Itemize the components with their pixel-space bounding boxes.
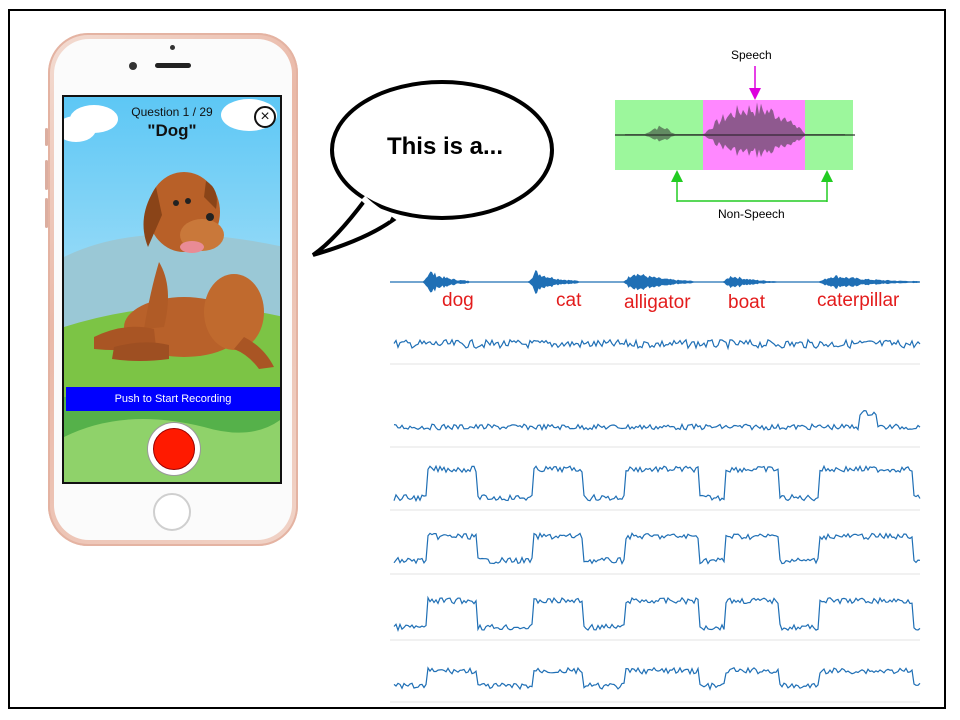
- home-button[interactable]: [153, 493, 191, 531]
- close-icon[interactable]: ×: [254, 106, 276, 128]
- front-camera-icon: [129, 62, 137, 70]
- speech-bubble: [311, 80, 554, 257]
- phone-volume-up: [45, 160, 48, 190]
- record-bar-label[interactable]: Push to Start Recording: [66, 387, 280, 411]
- record-button[interactable]: [148, 423, 200, 475]
- speech-bubble-tail: [311, 197, 397, 257]
- feature-trace: [393, 409, 921, 432]
- word-label: caterpillar: [817, 290, 900, 311]
- phone-speaker: [155, 63, 191, 68]
- screen-scenery: [64, 99, 280, 482]
- speech-label: Speech: [731, 48, 772, 62]
- cloud-left-2: [64, 116, 96, 142]
- question-counter: Question 1 / 29: [131, 105, 213, 119]
- word-label: cat: [556, 290, 582, 311]
- feature-panels: [390, 270, 921, 703]
- feature-trace: [393, 531, 921, 566]
- phone-side-button: [45, 128, 48, 146]
- word-label: boat: [728, 292, 765, 313]
- word-label: dog: [442, 290, 474, 311]
- feature-traces: [390, 338, 921, 703]
- vad-diagram: [615, 66, 855, 202]
- speech-bubble-body: [330, 80, 554, 220]
- phone-sensor: [170, 45, 175, 50]
- phone-screen: Question 1 / 29 "Dog" × Push to Start Re…: [62, 95, 282, 484]
- word-label: alligator: [624, 292, 691, 313]
- record-icon: [153, 428, 195, 470]
- vad-waveform: [625, 102, 845, 158]
- phone-volume-down: [45, 198, 48, 228]
- feature-trace: [393, 338, 921, 351]
- feature-trace: [393, 464, 921, 503]
- question-word: "Dog": [147, 121, 197, 140]
- feature-trace: [393, 595, 921, 633]
- feature-trace: [393, 666, 921, 691]
- speech-bubble-text: This is a...: [386, 133, 504, 160]
- non-speech-label: Non-Speech: [718, 207, 785, 221]
- dog-illustration: [94, 172, 274, 369]
